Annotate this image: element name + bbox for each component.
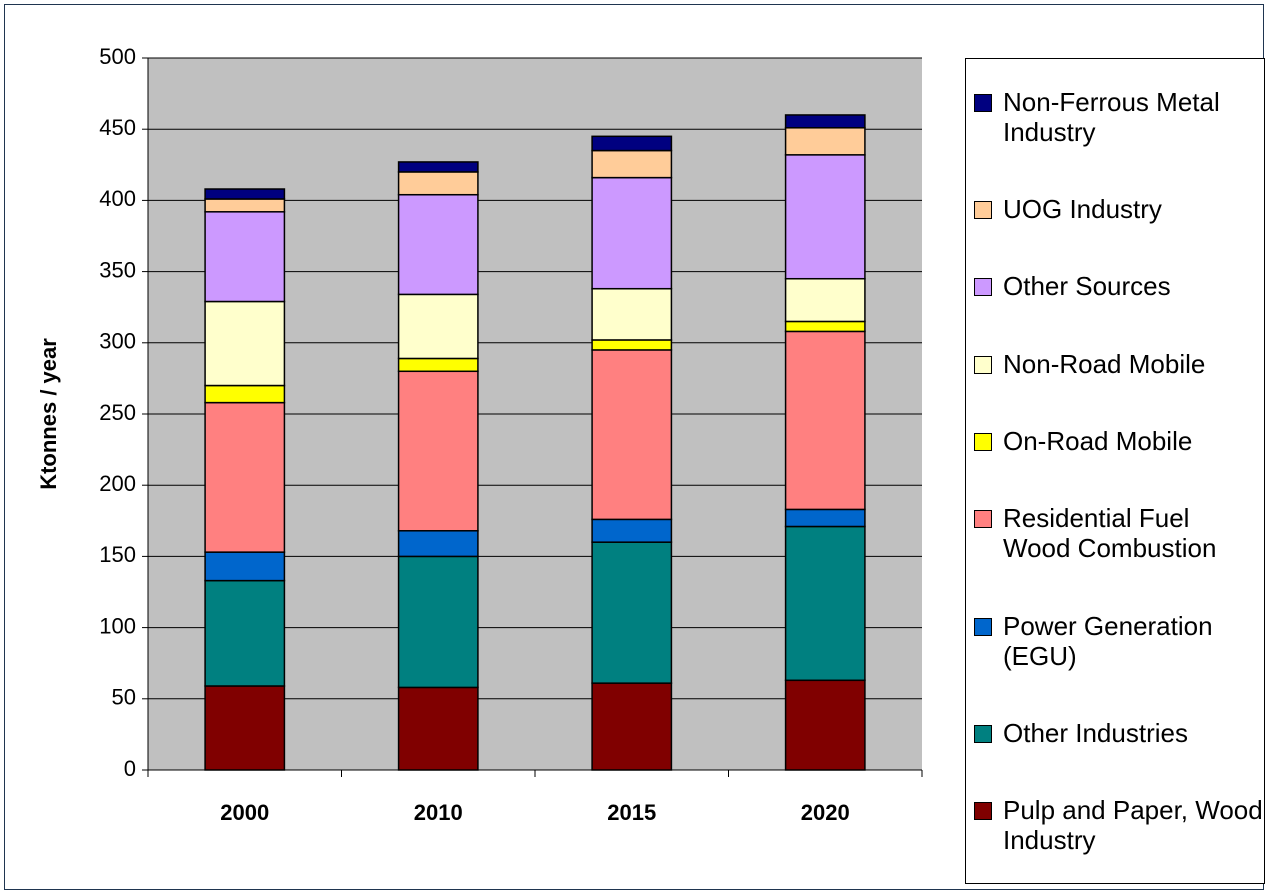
y-tick-label: 300 bbox=[99, 329, 136, 354]
legend-label: Non-Road Mobile bbox=[1003, 348, 1206, 379]
legend-swatch bbox=[974, 510, 992, 529]
legend-entry: Pulp and Paper, Wood Industry bbox=[966, 795, 1264, 855]
bar-segment bbox=[204, 551, 286, 582]
legend-entry: Other Industries bbox=[966, 718, 1264, 748]
legend-swatch bbox=[974, 355, 992, 374]
bar-segment bbox=[397, 370, 479, 532]
bar-segment bbox=[397, 161, 479, 173]
bar-segment bbox=[204, 211, 286, 303]
bar-segment bbox=[204, 384, 286, 404]
legend-label: Non-Ferrous Metal Industry bbox=[1003, 86, 1220, 147]
y-tick-label: 0 bbox=[124, 756, 136, 781]
bar-segment bbox=[397, 555, 479, 689]
legend-entry: Non-Road Mobile bbox=[966, 349, 1264, 379]
bar-segment bbox=[204, 198, 286, 213]
bar-segment bbox=[591, 149, 673, 179]
legend-label: Residential Fuel Wood Combustion bbox=[1003, 503, 1217, 564]
bar-segment bbox=[591, 682, 673, 771]
bar-segment bbox=[204, 188, 286, 200]
legend-label: Power Generation (EGU) bbox=[1003, 610, 1213, 671]
bar-segment bbox=[591, 541, 673, 684]
bar-segment bbox=[397, 357, 479, 373]
legend-entry: Non-Ferrous Metal Industry bbox=[966, 87, 1264, 147]
legend-swatch bbox=[974, 278, 992, 297]
bar-segment bbox=[204, 579, 286, 687]
bar-segment bbox=[784, 679, 866, 771]
x-tick-label: 2000 bbox=[220, 800, 269, 825]
y-tick-label: 150 bbox=[99, 542, 136, 567]
legend-entry: Other Sources bbox=[966, 271, 1264, 301]
x-tick-label: 2020 bbox=[801, 800, 850, 825]
bar-segment bbox=[784, 277, 866, 323]
y-tick-label: 500 bbox=[99, 44, 136, 69]
bar-segment bbox=[591, 349, 673, 521]
legend-entry: On-Road Mobile bbox=[966, 426, 1264, 456]
bar-segment bbox=[204, 300, 286, 387]
bar-segment bbox=[784, 320, 866, 333]
y-tick-label: 200 bbox=[99, 471, 136, 496]
bar-segment bbox=[784, 330, 866, 511]
legend: Non-Ferrous Metal Industry UOG Industry Ot… bbox=[965, 58, 1265, 884]
bar-segment bbox=[591, 339, 673, 351]
bar-segment bbox=[397, 530, 479, 558]
bar-segment bbox=[784, 114, 866, 129]
bar-segment bbox=[397, 193, 479, 296]
bar-segment bbox=[591, 518, 673, 543]
y-axis-label: Ktonnes / year bbox=[36, 338, 61, 490]
legend-swatch bbox=[974, 93, 992, 112]
legend-swatch bbox=[974, 724, 992, 743]
bar-segment bbox=[784, 508, 866, 528]
bar-segment bbox=[591, 287, 673, 341]
y-tick-label: 100 bbox=[99, 613, 136, 638]
legend-label: Pulp and Paper, Wood Industry bbox=[1003, 795, 1263, 856]
bar-segment bbox=[591, 135, 673, 152]
bar-segment bbox=[397, 686, 479, 771]
legend-swatch bbox=[974, 802, 992, 821]
legend-swatch bbox=[974, 200, 992, 219]
y-tick-label: 400 bbox=[99, 186, 136, 211]
legend-swatch bbox=[974, 617, 992, 636]
bar-segment bbox=[784, 154, 866, 280]
y-tick-label: 450 bbox=[99, 115, 136, 140]
bar-segment bbox=[204, 401, 286, 553]
y-tick-label: 250 bbox=[99, 400, 136, 425]
bar-segment bbox=[397, 171, 479, 196]
legend-label: Other Industries bbox=[1003, 717, 1188, 748]
legend-entry: Residential Fuel Wood Combustion bbox=[966, 503, 1264, 563]
legend-swatch bbox=[974, 432, 992, 451]
y-tick-label: 50 bbox=[112, 685, 136, 710]
legend-label: UOG Industry bbox=[1003, 193, 1162, 224]
legend-entry: UOG Industry bbox=[966, 194, 1264, 224]
y-tick-label: 350 bbox=[99, 257, 136, 282]
x-tick-label: 2010 bbox=[414, 800, 463, 825]
bar-segment bbox=[784, 525, 866, 682]
bar-segment bbox=[591, 176, 673, 290]
bar-segment bbox=[784, 127, 866, 156]
bar-segment bbox=[204, 685, 286, 771]
legend-entry: Power Generation (EGU) bbox=[966, 611, 1264, 671]
bar-segment bbox=[397, 293, 479, 360]
legend-label: On-Road Mobile bbox=[1003, 425, 1193, 456]
legend-label: Other Sources bbox=[1003, 271, 1171, 302]
x-tick-label: 2015 bbox=[607, 800, 656, 825]
